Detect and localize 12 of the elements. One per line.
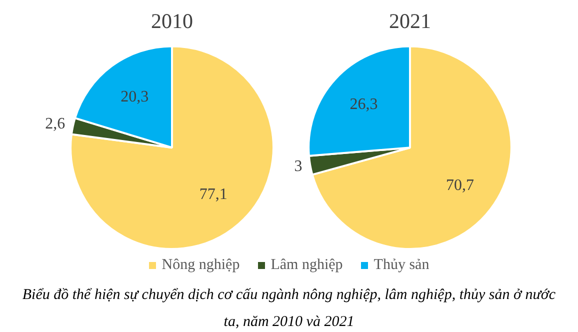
- data-label: 3: [294, 158, 302, 175]
- chart-title: 2010: [151, 9, 193, 34]
- data-label: 20,3: [120, 88, 149, 106]
- legend-label: Thủy sản: [374, 257, 430, 274]
- text: Biểu đồ thể hiện sự chuyển dịch cơ cấu ngành nông nghiệp, lâm nghiệp, thủy sản ở nước ta, năm 2010 và 2021: [21, 286, 557, 332]
- legend-label: Lâm nghiệp: [270, 257, 343, 274]
- chart-title: 2021: [389, 9, 431, 34]
- data-label: 26,3: [350, 96, 378, 114]
- data-label: 77,1: [199, 186, 228, 204]
- legend-label: Nông nghiệp: [162, 257, 240, 274]
- data-label: 70,7: [446, 176, 474, 194]
- data-label: 2,6: [45, 116, 66, 133]
